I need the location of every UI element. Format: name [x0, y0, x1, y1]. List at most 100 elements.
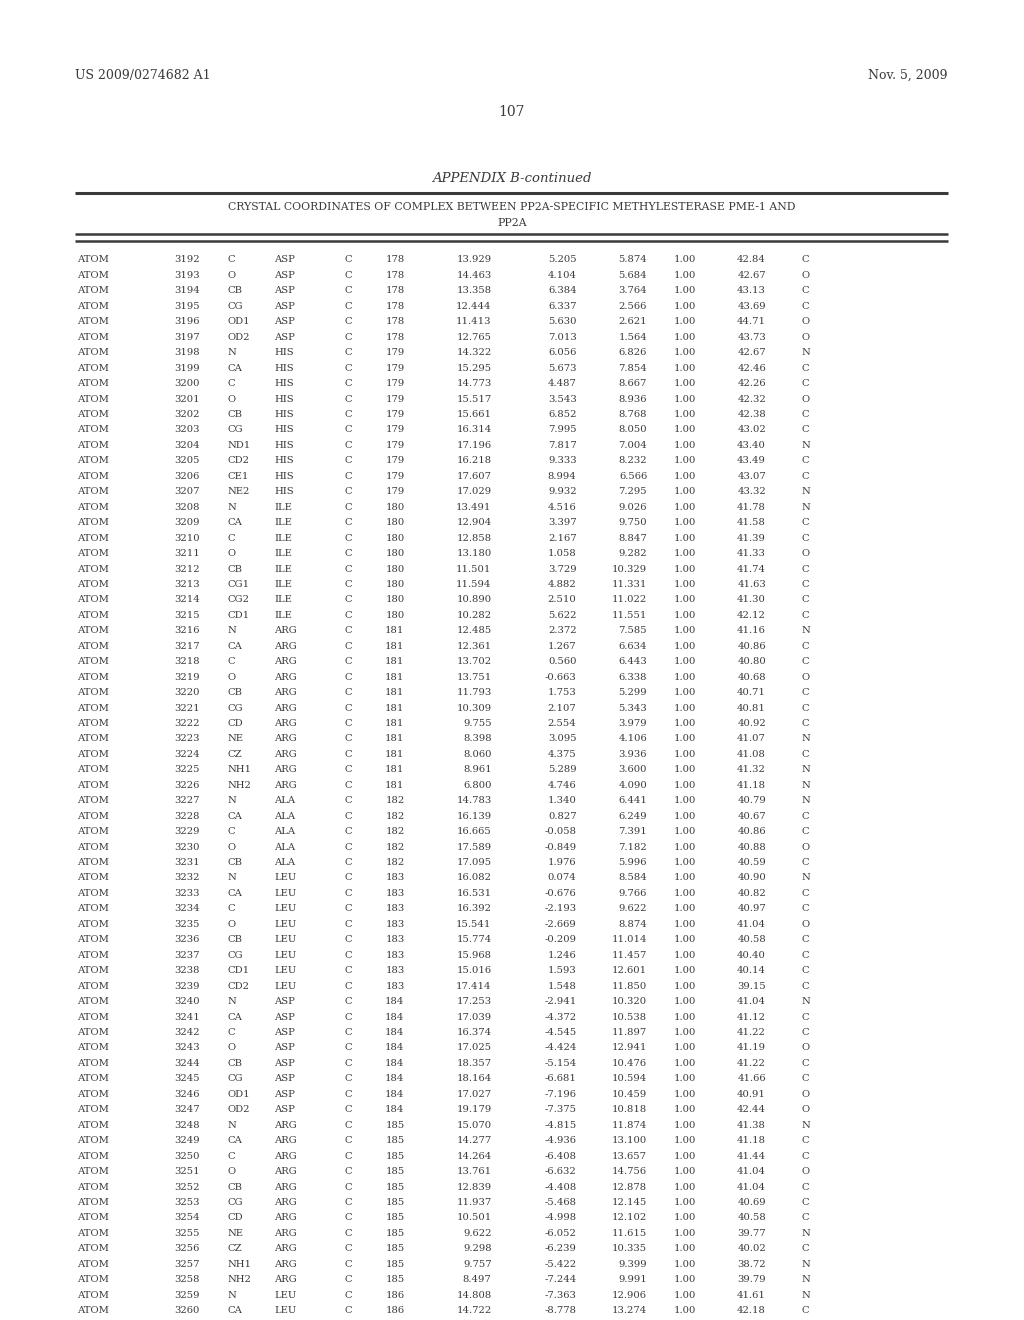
- Text: 13.180: 13.180: [457, 549, 492, 558]
- Text: 41.58: 41.58: [737, 519, 766, 527]
- Text: C: C: [344, 425, 352, 434]
- Text: C: C: [802, 363, 809, 372]
- Text: 5.299: 5.299: [618, 688, 647, 697]
- Text: ASP: ASP: [274, 1105, 295, 1114]
- Text: 1.00: 1.00: [674, 317, 696, 326]
- Text: 178: 178: [385, 271, 404, 280]
- Text: C: C: [227, 1151, 234, 1160]
- Text: 3250: 3250: [174, 1151, 200, 1160]
- Text: 3195: 3195: [174, 302, 200, 310]
- Text: 17.196: 17.196: [457, 441, 492, 450]
- Text: 3224: 3224: [174, 750, 200, 759]
- Text: 1.00: 1.00: [674, 626, 696, 635]
- Text: C: C: [802, 1305, 809, 1315]
- Text: N: N: [802, 997, 811, 1006]
- Text: C: C: [227, 904, 234, 913]
- Text: 3218: 3218: [174, 657, 200, 667]
- Text: 185: 185: [385, 1245, 404, 1253]
- Text: 41.22: 41.22: [737, 1028, 766, 1038]
- Text: 182: 182: [385, 812, 404, 821]
- Text: 2.167: 2.167: [548, 533, 577, 543]
- Text: 181: 181: [385, 688, 404, 697]
- Text: ARG: ARG: [274, 688, 297, 697]
- Text: 1.00: 1.00: [674, 611, 696, 620]
- Text: LEU: LEU: [274, 1291, 297, 1300]
- Text: C: C: [344, 503, 352, 512]
- Text: 3197: 3197: [174, 333, 200, 342]
- Text: 1.00: 1.00: [674, 271, 696, 280]
- Text: 1.00: 1.00: [674, 1183, 696, 1192]
- Text: ATOM: ATOM: [77, 688, 109, 697]
- Text: 1.00: 1.00: [674, 920, 696, 929]
- Text: N: N: [227, 503, 237, 512]
- Text: 1.00: 1.00: [674, 487, 696, 496]
- Text: 3204: 3204: [174, 441, 200, 450]
- Text: O: O: [802, 1105, 810, 1114]
- Text: CZ: CZ: [227, 1245, 242, 1253]
- Text: 40.81: 40.81: [737, 704, 766, 713]
- Text: O: O: [227, 271, 236, 280]
- Text: 1.00: 1.00: [674, 704, 696, 713]
- Text: ASP: ASP: [274, 1043, 295, 1052]
- Text: ATOM: ATOM: [77, 1291, 109, 1300]
- Text: C: C: [344, 950, 352, 960]
- Text: 16.392: 16.392: [457, 904, 492, 913]
- Text: 14.264: 14.264: [457, 1151, 492, 1160]
- Text: 9.026: 9.026: [618, 503, 647, 512]
- Text: CB: CB: [227, 858, 243, 867]
- Text: 3214: 3214: [174, 595, 200, 605]
- Text: C: C: [344, 781, 352, 789]
- Text: 18.357: 18.357: [457, 1059, 492, 1068]
- Text: 1.00: 1.00: [674, 1028, 696, 1038]
- Text: 3201: 3201: [174, 395, 200, 404]
- Text: 179: 179: [385, 471, 404, 480]
- Text: ASP: ASP: [274, 302, 295, 310]
- Text: 3217: 3217: [174, 642, 200, 651]
- Text: 184: 184: [385, 1090, 404, 1098]
- Text: C: C: [802, 411, 809, 418]
- Text: C: C: [344, 673, 352, 681]
- Text: 4.882: 4.882: [548, 579, 577, 589]
- Text: 1.00: 1.00: [674, 997, 696, 1006]
- Text: 8.994: 8.994: [548, 471, 577, 480]
- Text: -7.244: -7.244: [545, 1275, 577, 1284]
- Text: C: C: [802, 519, 809, 527]
- Text: 13.491: 13.491: [456, 503, 492, 512]
- Text: C: C: [344, 1090, 352, 1098]
- Text: ASP: ASP: [274, 1028, 295, 1038]
- Text: C: C: [227, 1028, 234, 1038]
- Text: 2.510: 2.510: [548, 595, 577, 605]
- Text: O: O: [802, 549, 810, 558]
- Text: 40.86: 40.86: [737, 828, 766, 836]
- Text: 4.516: 4.516: [548, 503, 577, 512]
- Text: 180: 180: [385, 519, 404, 527]
- Text: 41.66: 41.66: [737, 1074, 766, 1084]
- Text: 13.657: 13.657: [612, 1151, 647, 1160]
- Text: -0.209: -0.209: [545, 936, 577, 944]
- Text: -2.669: -2.669: [545, 920, 577, 929]
- Text: 1.00: 1.00: [674, 642, 696, 651]
- Text: 6.249: 6.249: [618, 812, 647, 821]
- Text: CA: CA: [227, 1012, 243, 1022]
- Text: CG: CG: [227, 950, 243, 960]
- Text: 1.00: 1.00: [674, 766, 696, 775]
- Text: 41.63: 41.63: [737, 579, 766, 589]
- Text: 13.751: 13.751: [457, 673, 492, 681]
- Text: ILE: ILE: [274, 533, 292, 543]
- Text: ATOM: ATOM: [77, 1043, 109, 1052]
- Text: 44.71: 44.71: [737, 317, 766, 326]
- Text: N: N: [802, 734, 811, 743]
- Text: ATOM: ATOM: [77, 549, 109, 558]
- Text: ALA: ALA: [274, 828, 296, 836]
- Text: ARG: ARG: [274, 750, 297, 759]
- Text: 41.04: 41.04: [737, 1167, 766, 1176]
- Text: 1.00: 1.00: [674, 549, 696, 558]
- Text: 3210: 3210: [174, 533, 200, 543]
- Text: 1.00: 1.00: [674, 874, 696, 883]
- Text: ATOM: ATOM: [77, 487, 109, 496]
- Text: 1.00: 1.00: [674, 503, 696, 512]
- Text: LEU: LEU: [274, 874, 297, 883]
- Text: 3258: 3258: [174, 1275, 200, 1284]
- Text: 3219: 3219: [174, 673, 200, 681]
- Text: 3223: 3223: [174, 734, 200, 743]
